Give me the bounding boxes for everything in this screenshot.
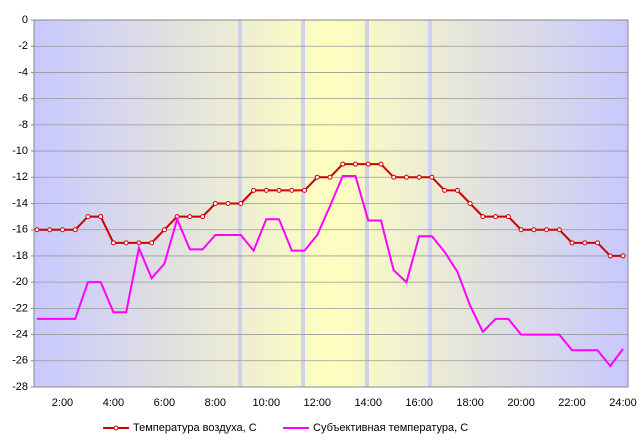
x-tick-label: 24:00 bbox=[609, 397, 637, 409]
point bbox=[620, 253, 626, 259]
point bbox=[110, 240, 116, 246]
x-tick-label: 2:00 bbox=[52, 397, 73, 409]
y-tick-label: 0 bbox=[22, 14, 28, 26]
point bbox=[72, 227, 78, 233]
point bbox=[544, 227, 550, 233]
point bbox=[429, 174, 435, 180]
point bbox=[442, 187, 448, 193]
y-tick-label: -28 bbox=[12, 381, 28, 393]
point bbox=[200, 214, 206, 220]
point bbox=[212, 201, 218, 206]
x-tick-label: 10:00 bbox=[253, 397, 281, 409]
point bbox=[187, 214, 193, 220]
y-tick-label: -14 bbox=[12, 197, 28, 209]
point bbox=[607, 253, 613, 259]
point bbox=[302, 187, 308, 193]
point bbox=[582, 240, 588, 246]
x-tick-label: 6:00 bbox=[154, 397, 175, 409]
point bbox=[391, 174, 397, 180]
point bbox=[161, 227, 167, 233]
point bbox=[149, 240, 155, 246]
x-tick-label: 12:00 bbox=[303, 397, 331, 409]
point bbox=[595, 240, 601, 246]
point bbox=[47, 227, 53, 233]
point bbox=[454, 187, 460, 193]
x-tick-label: 16:00 bbox=[405, 397, 433, 409]
x-tick-label: 22:00 bbox=[558, 397, 586, 409]
point bbox=[556, 227, 562, 233]
point bbox=[314, 174, 320, 180]
point bbox=[505, 214, 511, 220]
point bbox=[238, 201, 244, 206]
x-tick-label: 14:00 bbox=[354, 397, 382, 409]
point bbox=[263, 187, 269, 193]
y-tick-label: -6 bbox=[18, 93, 28, 105]
point bbox=[378, 161, 384, 167]
legend-label: Температура воздуха, С bbox=[133, 422, 257, 434]
y-tick-label: -26 bbox=[12, 355, 28, 367]
y-tick-label: -22 bbox=[12, 302, 28, 314]
point bbox=[276, 187, 282, 193]
point bbox=[352, 161, 358, 167]
point bbox=[493, 214, 499, 220]
y-tick-label: -12 bbox=[12, 171, 28, 183]
legend-marker bbox=[113, 425, 119, 431]
point bbox=[518, 227, 524, 233]
point bbox=[251, 187, 257, 193]
point bbox=[59, 227, 65, 233]
point bbox=[98, 214, 104, 220]
y-tick-label: -20 bbox=[12, 276, 28, 288]
point bbox=[480, 214, 486, 220]
y-tick-label: -10 bbox=[12, 145, 28, 157]
point bbox=[327, 174, 333, 180]
point bbox=[403, 174, 409, 180]
point bbox=[531, 227, 537, 233]
point bbox=[340, 161, 346, 167]
x-tick-label: 18:00 bbox=[456, 397, 484, 409]
point bbox=[289, 187, 295, 193]
point bbox=[225, 201, 231, 206]
x-tick-label: 4:00 bbox=[103, 397, 124, 409]
y-tick-label: -24 bbox=[12, 328, 28, 340]
point bbox=[34, 227, 40, 233]
y-tick-label: -4 bbox=[18, 66, 28, 78]
x-tick-label: 20:00 bbox=[507, 397, 535, 409]
point bbox=[569, 240, 575, 246]
y-tick-label: -8 bbox=[18, 119, 28, 131]
x-tick-label: 8:00 bbox=[205, 397, 226, 409]
y-tick-label: -2 bbox=[18, 40, 28, 52]
point bbox=[123, 240, 129, 246]
y-tick-label: -16 bbox=[12, 224, 28, 236]
point bbox=[365, 161, 371, 167]
point bbox=[416, 174, 422, 180]
point bbox=[85, 214, 91, 220]
point bbox=[136, 240, 142, 246]
y-tick-label: -18 bbox=[12, 250, 28, 262]
point bbox=[467, 201, 473, 206]
legend-label: Субъективная температура, С bbox=[313, 422, 468, 434]
